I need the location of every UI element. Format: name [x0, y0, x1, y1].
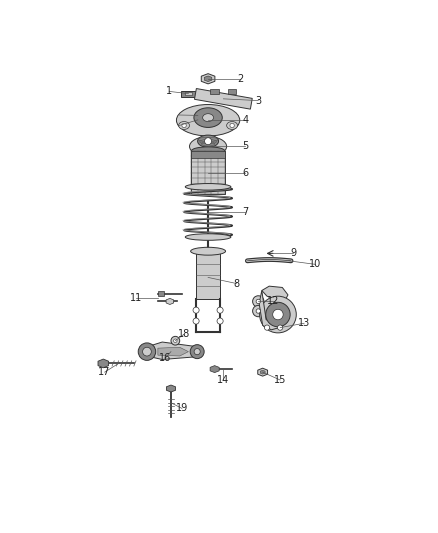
Circle shape: [173, 339, 177, 343]
Circle shape: [190, 345, 204, 359]
Ellipse shape: [203, 114, 214, 122]
Circle shape: [193, 307, 199, 313]
Ellipse shape: [185, 234, 231, 240]
Text: 9: 9: [290, 248, 296, 259]
Circle shape: [205, 138, 212, 144]
Text: 16: 16: [159, 353, 171, 363]
Circle shape: [266, 302, 290, 327]
Circle shape: [273, 309, 283, 320]
Circle shape: [217, 318, 223, 324]
Polygon shape: [98, 359, 109, 368]
Bar: [196, 251, 220, 299]
Circle shape: [171, 336, 180, 345]
Bar: [191, 151, 225, 195]
Circle shape: [182, 123, 186, 128]
Circle shape: [278, 325, 283, 330]
Polygon shape: [143, 342, 201, 359]
Bar: [184, 92, 192, 95]
Polygon shape: [166, 298, 173, 304]
Circle shape: [138, 343, 155, 360]
Circle shape: [143, 348, 151, 356]
Circle shape: [193, 318, 199, 324]
Text: 7: 7: [242, 207, 248, 217]
Circle shape: [265, 325, 270, 330]
Ellipse shape: [191, 247, 226, 255]
Ellipse shape: [191, 147, 225, 155]
Circle shape: [253, 296, 264, 307]
Circle shape: [256, 309, 261, 313]
Polygon shape: [210, 366, 219, 373]
Polygon shape: [259, 290, 283, 330]
Circle shape: [194, 349, 200, 354]
Circle shape: [256, 299, 261, 304]
Text: 18: 18: [178, 329, 190, 339]
Bar: [180, 91, 196, 97]
Text: 5: 5: [242, 141, 248, 151]
Ellipse shape: [194, 108, 222, 127]
Circle shape: [217, 307, 223, 313]
Polygon shape: [258, 368, 268, 376]
Text: 19: 19: [176, 403, 188, 414]
Circle shape: [260, 296, 296, 333]
Ellipse shape: [226, 122, 237, 130]
Text: 2: 2: [237, 74, 243, 84]
Text: 1: 1: [166, 86, 172, 96]
Bar: [158, 291, 164, 296]
Bar: [191, 151, 225, 158]
Ellipse shape: [190, 136, 226, 156]
Text: 4: 4: [242, 115, 248, 125]
Text: 11: 11: [130, 293, 142, 303]
Polygon shape: [262, 286, 288, 302]
Polygon shape: [194, 88, 252, 109]
Polygon shape: [260, 370, 265, 374]
Text: 8: 8: [233, 279, 240, 288]
Polygon shape: [205, 76, 212, 82]
Ellipse shape: [198, 135, 219, 147]
Circle shape: [253, 305, 264, 317]
Text: 13: 13: [298, 318, 310, 328]
Polygon shape: [158, 348, 188, 356]
Bar: [228, 89, 237, 94]
Text: 15: 15: [274, 375, 286, 385]
Text: 17: 17: [99, 367, 111, 377]
Text: 14: 14: [217, 375, 230, 385]
Polygon shape: [201, 74, 215, 84]
Text: 12: 12: [267, 296, 280, 306]
Text: 6: 6: [242, 168, 248, 177]
Ellipse shape: [185, 183, 231, 190]
Bar: [210, 89, 219, 94]
Text: 3: 3: [255, 95, 261, 106]
Ellipse shape: [179, 122, 190, 130]
Polygon shape: [166, 385, 176, 392]
Ellipse shape: [177, 104, 240, 136]
Circle shape: [230, 123, 234, 128]
Text: 10: 10: [309, 260, 321, 269]
